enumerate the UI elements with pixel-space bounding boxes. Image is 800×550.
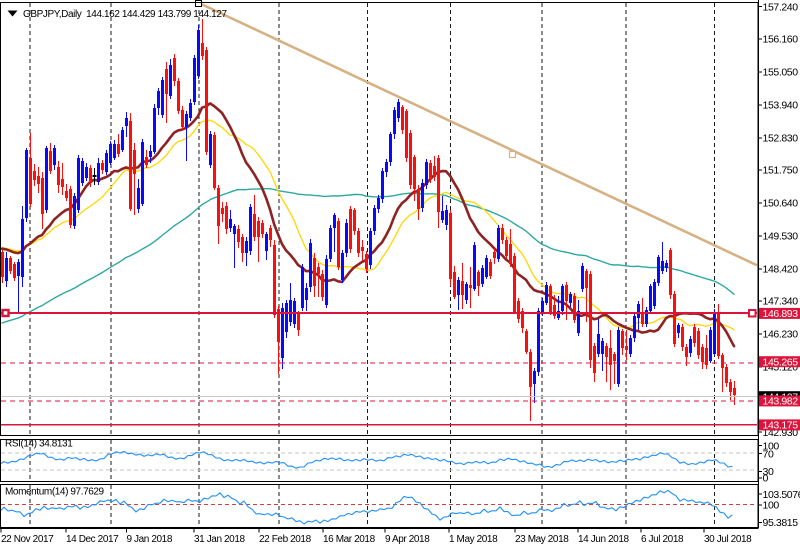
svg-text:146.230: 146.230 [763,329,799,341]
svg-text:147.340: 147.340 [763,296,799,308]
svg-text:153.940: 153.940 [763,100,799,112]
svg-text:100: 100 [763,500,780,512]
svg-text:1 May 2018: 1 May 2018 [449,534,498,545]
svg-text:9 Apr 2018: 9 Apr 2018 [385,534,430,545]
svg-text:Momentum(14) 97.7629: Momentum(14) 97.7629 [5,487,105,498]
svg-text:70: 70 [763,448,774,460]
svg-text:156.160: 156.160 [763,34,799,46]
svg-text:155.050: 155.050 [763,67,799,79]
svg-text:148.420: 148.420 [763,264,799,276]
svg-text:143.982: 143.982 [763,396,799,408]
svg-text:103.5076: 103.5076 [763,489,800,501]
svg-text:145.265: 145.265 [763,356,799,368]
svg-text:149.530: 149.530 [763,231,799,243]
svg-text:6 Jul 2018: 6 Jul 2018 [641,534,684,545]
svg-text:22 Nov 2017: 22 Nov 2017 [1,534,54,545]
svg-text:157.240: 157.240 [763,1,799,13]
svg-text:30: 30 [763,466,774,478]
svg-text:14 Dec 2017: 14 Dec 2017 [66,534,119,545]
svg-text:152.830: 152.830 [763,133,799,145]
svg-text:100: 100 [763,440,780,452]
svg-text:151.750: 151.750 [763,165,799,177]
svg-text:31 Jan 2018: 31 Jan 2018 [194,534,245,545]
svg-text:150.640: 150.640 [763,198,799,210]
svg-text:RSI(14) 34.8131: RSI(14) 34.8131 [5,439,73,450]
svg-text:16 Mar 2018: 16 Mar 2018 [323,534,376,545]
svg-text:0: 0 [763,473,769,485]
svg-text:23 May 2018: 23 May 2018 [515,534,569,545]
svg-text:14 Jun 2018: 14 Jun 2018 [578,534,629,545]
svg-text:143.175: 143.175 [763,420,799,432]
svg-text:22 Feb 2018: 22 Feb 2018 [259,534,312,545]
svg-text:146.893: 146.893 [763,308,799,320]
svg-text:GBPJPY,Daily 144.162 144.429: GBPJPY,Daily 144.162 144.429 143.799 144… [23,9,227,20]
svg-text:95.3815: 95.3815 [763,517,799,529]
svg-text:9 Jan 2018: 9 Jan 2018 [127,534,173,545]
svg-text:30 Jul 2018: 30 Jul 2018 [704,534,752,545]
